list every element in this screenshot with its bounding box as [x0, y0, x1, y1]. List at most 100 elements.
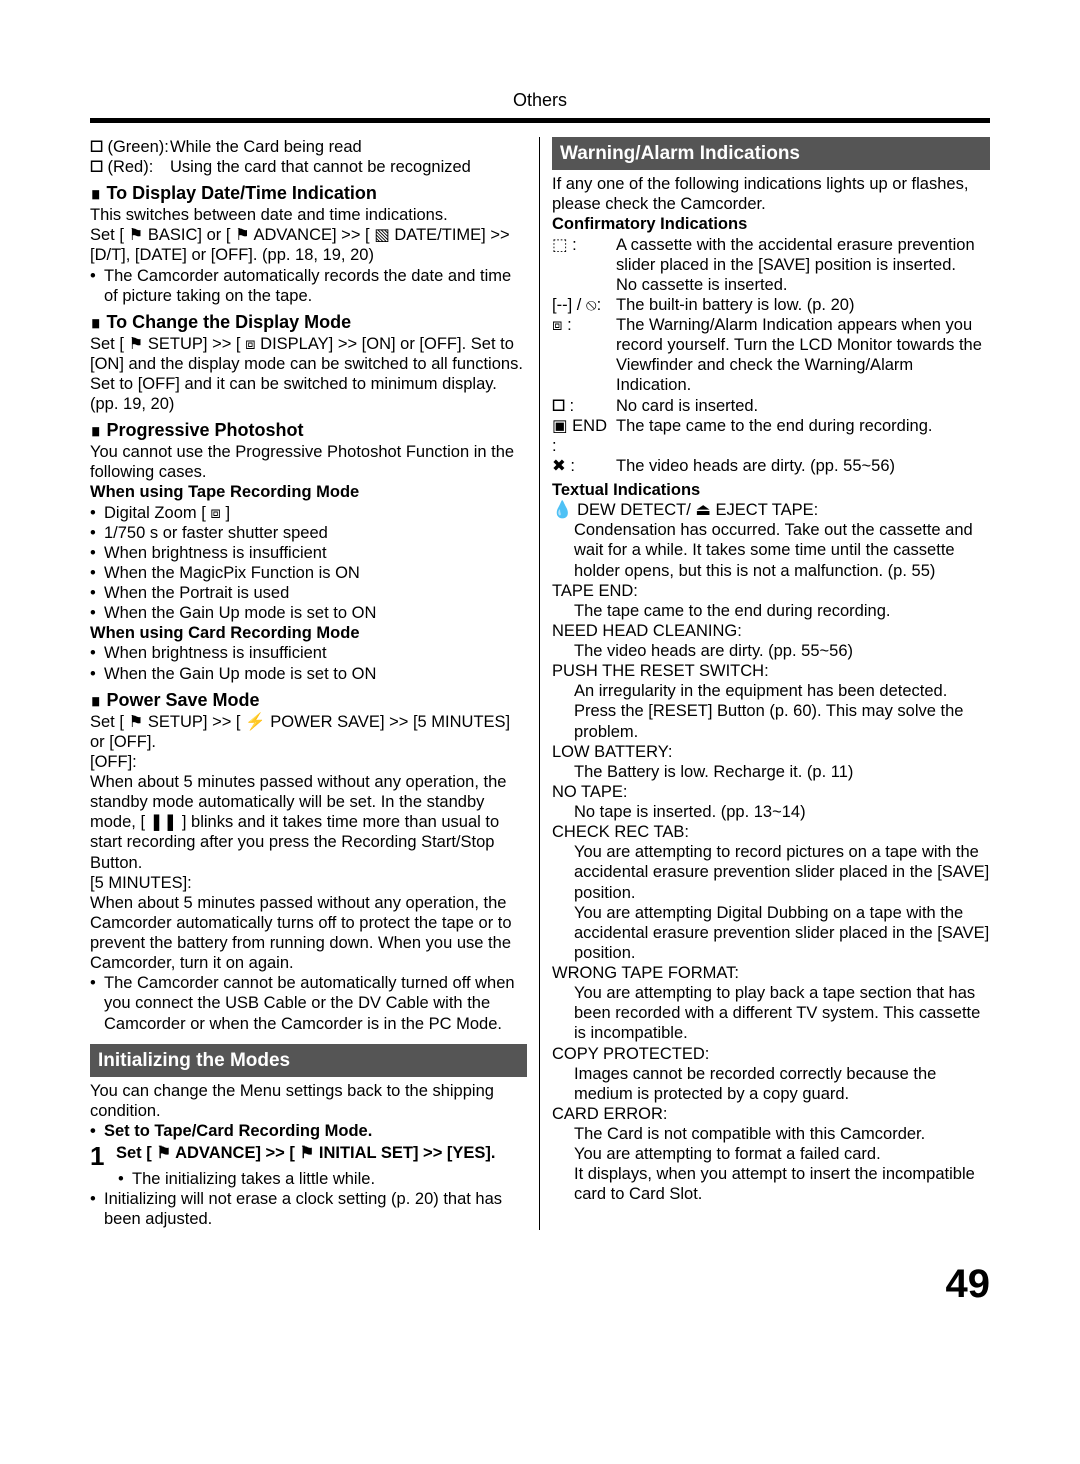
legend-text: While the Card being read	[170, 137, 527, 157]
body-text: You can change the Menu settings back to…	[90, 1081, 527, 1121]
legend-label: 🞐 (Green):	[90, 137, 170, 157]
text-ind-title: NEED HEAD CLEANING:	[552, 621, 990, 641]
text-ind-body: The Battery is low. Recharge it. (p. 11)	[552, 762, 990, 782]
bullet: •When the Gain Up mode is set to ON	[90, 664, 527, 684]
bullet-text: When the Portrait is used	[104, 583, 527, 603]
bullet: •When the Portrait is used	[90, 583, 527, 603]
indication-text: The video heads are dirty. (pp. 55~56)	[616, 456, 990, 476]
bullet-dot: •	[90, 266, 104, 306]
text-ind-title: COPY PROTECTED:	[552, 1044, 990, 1064]
legend-red: 🞐 (Red): Using the card that cannot be r…	[90, 157, 527, 177]
text-ind-body: You are attempting to play back a tape s…	[552, 983, 990, 1043]
subhead-datetime: ∎ To Display Date/Time Indication	[90, 183, 527, 205]
indication-row: 🞐 :No card is inserted.	[552, 396, 990, 416]
page-number: 49	[90, 1260, 990, 1309]
text-ind-body: The video heads are dirty. (pp. 55~56)	[552, 641, 990, 661]
legend-label: 🞐 (Red):	[90, 157, 170, 177]
text-ind-title: 💧 DEW DETECT/ ⏏ EJECT TAPE:	[552, 500, 990, 520]
body-text: If any one of the following indications …	[552, 174, 990, 214]
option-heading: [OFF]:	[90, 752, 527, 772]
subhead-progressive: ∎ Progressive Photoshot	[90, 420, 527, 442]
indication-symbol: 🞐 :	[552, 396, 616, 416]
two-column-layout: 🞐 (Green): While the Card being read 🞐 (…	[90, 137, 990, 1230]
step-number: 1	[90, 1143, 108, 1169]
text-ind-title: PUSH THE RESET SWITCH:	[552, 661, 990, 681]
bullet-text: The Camcorder automatically records the …	[104, 266, 527, 306]
left-column: 🞐 (Green): While the Card being read 🞐 (…	[90, 137, 540, 1230]
mode-heading: When using Card Recording Mode	[90, 623, 527, 643]
text-ind-title: NO TAPE:	[552, 782, 990, 802]
subhead-displaymode: ∎ To Change the Display Mode	[90, 312, 527, 334]
bullet: • The Camcorder automatically records th…	[90, 266, 527, 306]
bullet: •When the MagicPix Function is ON	[90, 563, 527, 583]
indication-symbol: ▣ END :	[552, 416, 616, 456]
bullet: •1/750 s or faster shutter speed	[90, 523, 527, 543]
step-text: Set [ ⚑ ADVANCE] >> [ ⚑ INITIAL SET] >> …	[116, 1143, 496, 1163]
manual-page: Others 🞐 (Green): While the Card being r…	[0, 0, 1080, 1348]
text-ind-title: LOW BATTERY:	[552, 742, 990, 762]
sub-bullet: • The initializing takes a little while.	[90, 1169, 527, 1189]
legend-text: Using the card that cannot be recognized	[170, 157, 527, 177]
bullet-text: Set to Tape/Card Recording Mode.	[104, 1121, 527, 1141]
bold-bullet: • Set to Tape/Card Recording Mode.	[90, 1121, 527, 1141]
legend-green: 🞐 (Green): While the Card being read	[90, 137, 527, 157]
bullet: •Digital Zoom [ ⧈ ]	[90, 503, 527, 523]
indication-row: ▣ END :The tape came to the end during r…	[552, 416, 990, 456]
body-text: This switches between date and time indi…	[90, 205, 527, 225]
bullet-text: When the Gain Up mode is set to ON	[104, 664, 527, 684]
bullet: •When brightness is insufficient	[90, 543, 527, 563]
text-ind-title: CHECK REC TAB:	[552, 822, 990, 842]
mode-heading: When using Tape Recording Mode	[90, 482, 527, 502]
bullet-text: When the MagicPix Function is ON	[104, 563, 527, 583]
header-rule	[90, 118, 990, 123]
indication-row: [--] / ⦸:The built-in battery is low. (p…	[552, 295, 990, 315]
indication-symbol: ✖ :	[552, 456, 616, 476]
indication-row: ⧈ :The Warning/Alarm Indication appears …	[552, 315, 990, 396]
bullet: •When brightness is insufficient	[90, 643, 527, 663]
bullet-text: When brightness is insufficient	[104, 643, 527, 663]
indication-symbol: ⧈ :	[552, 315, 616, 396]
body-text: You cannot use the Progressive Photoshot…	[90, 442, 527, 482]
body-text: Set [ ⚑ BASIC] or [ ⚑ ADVANCE] >> [ ▧ DA…	[90, 225, 527, 265]
body-text: Set [ ⚑ SETUP] >> [ ⚡ POWER SAVE] >> [5 …	[90, 712, 527, 752]
indication-row: ✖ :The video heads are dirty. (pp. 55~56…	[552, 456, 990, 476]
indication-text: The built-in battery is low. (p. 20)	[616, 295, 990, 315]
text-ind-title: WRONG TAPE FORMAT:	[552, 963, 990, 983]
textual-heading: Textual Indications	[552, 480, 990, 500]
bullet-text: When brightness is insufficient	[104, 543, 527, 563]
text-ind-body: The Card is not compatible with this Cam…	[552, 1124, 990, 1205]
bullet-text: Initializing will not erase a clock sett…	[104, 1189, 527, 1229]
indication-text: A cassette with the accidental erasure p…	[616, 235, 990, 295]
step-1: 1 Set [ ⚑ ADVANCE] >> [ ⚑ INITIAL SET] >…	[90, 1143, 527, 1169]
bullet: • Initializing will not erase a clock se…	[90, 1189, 527, 1229]
indication-text: No card is inserted.	[616, 396, 990, 416]
indication-row: ⬚ :A cassette with the accidental erasur…	[552, 235, 990, 295]
text-ind-body: An irregularity in the equipment has bee…	[552, 681, 990, 741]
option-heading: [5 MINUTES]:	[90, 873, 527, 893]
indication-text: The Warning/Alarm Indication appears whe…	[616, 315, 990, 396]
bullet-text: When the Gain Up mode is set to ON	[104, 603, 527, 623]
bullet: • The Camcorder cannot be automatically …	[90, 973, 527, 1033]
text-ind-body: You are attempting to record pictures on…	[552, 842, 990, 963]
bullet-text: The initializing takes a little while.	[132, 1169, 527, 1189]
body-text: Set [ ⚑ SETUP] >> [ ⧈ DISPLAY] >> [ON] o…	[90, 334, 527, 415]
subhead-powersave: ∎ Power Save Mode	[90, 690, 527, 712]
bullet-text: Digital Zoom [ ⧈ ]	[104, 503, 527, 523]
indication-symbol: [--] / ⦸:	[552, 295, 616, 315]
indication-text: The tape came to the end during recordin…	[616, 416, 990, 456]
section-bar-warning: Warning/Alarm Indications	[552, 137, 990, 170]
bullet: •When the Gain Up mode is set to ON	[90, 603, 527, 623]
bullet-text: The Camcorder cannot be automatically tu…	[104, 973, 527, 1033]
indication-symbol: ⬚ :	[552, 235, 616, 295]
right-column: Warning/Alarm Indications If any one of …	[540, 137, 990, 1230]
text-ind-body: No tape is inserted. (pp. 13~14)	[552, 802, 990, 822]
text-ind-body: Condensation has occurred. Take out the …	[552, 520, 990, 580]
text-ind-body: Images cannot be recorded correctly beca…	[552, 1064, 990, 1104]
confirmatory-heading: Confirmatory Indications	[552, 214, 990, 234]
page-header: Others	[90, 90, 990, 118]
bullet-text: 1/750 s or faster shutter speed	[104, 523, 527, 543]
section-bar-initializing: Initializing the Modes	[90, 1044, 527, 1077]
text-ind-body: The tape came to the end during recordin…	[552, 601, 990, 621]
text-ind-title: CARD ERROR:	[552, 1104, 990, 1124]
body-text: When about 5 minutes passed without any …	[90, 772, 527, 873]
